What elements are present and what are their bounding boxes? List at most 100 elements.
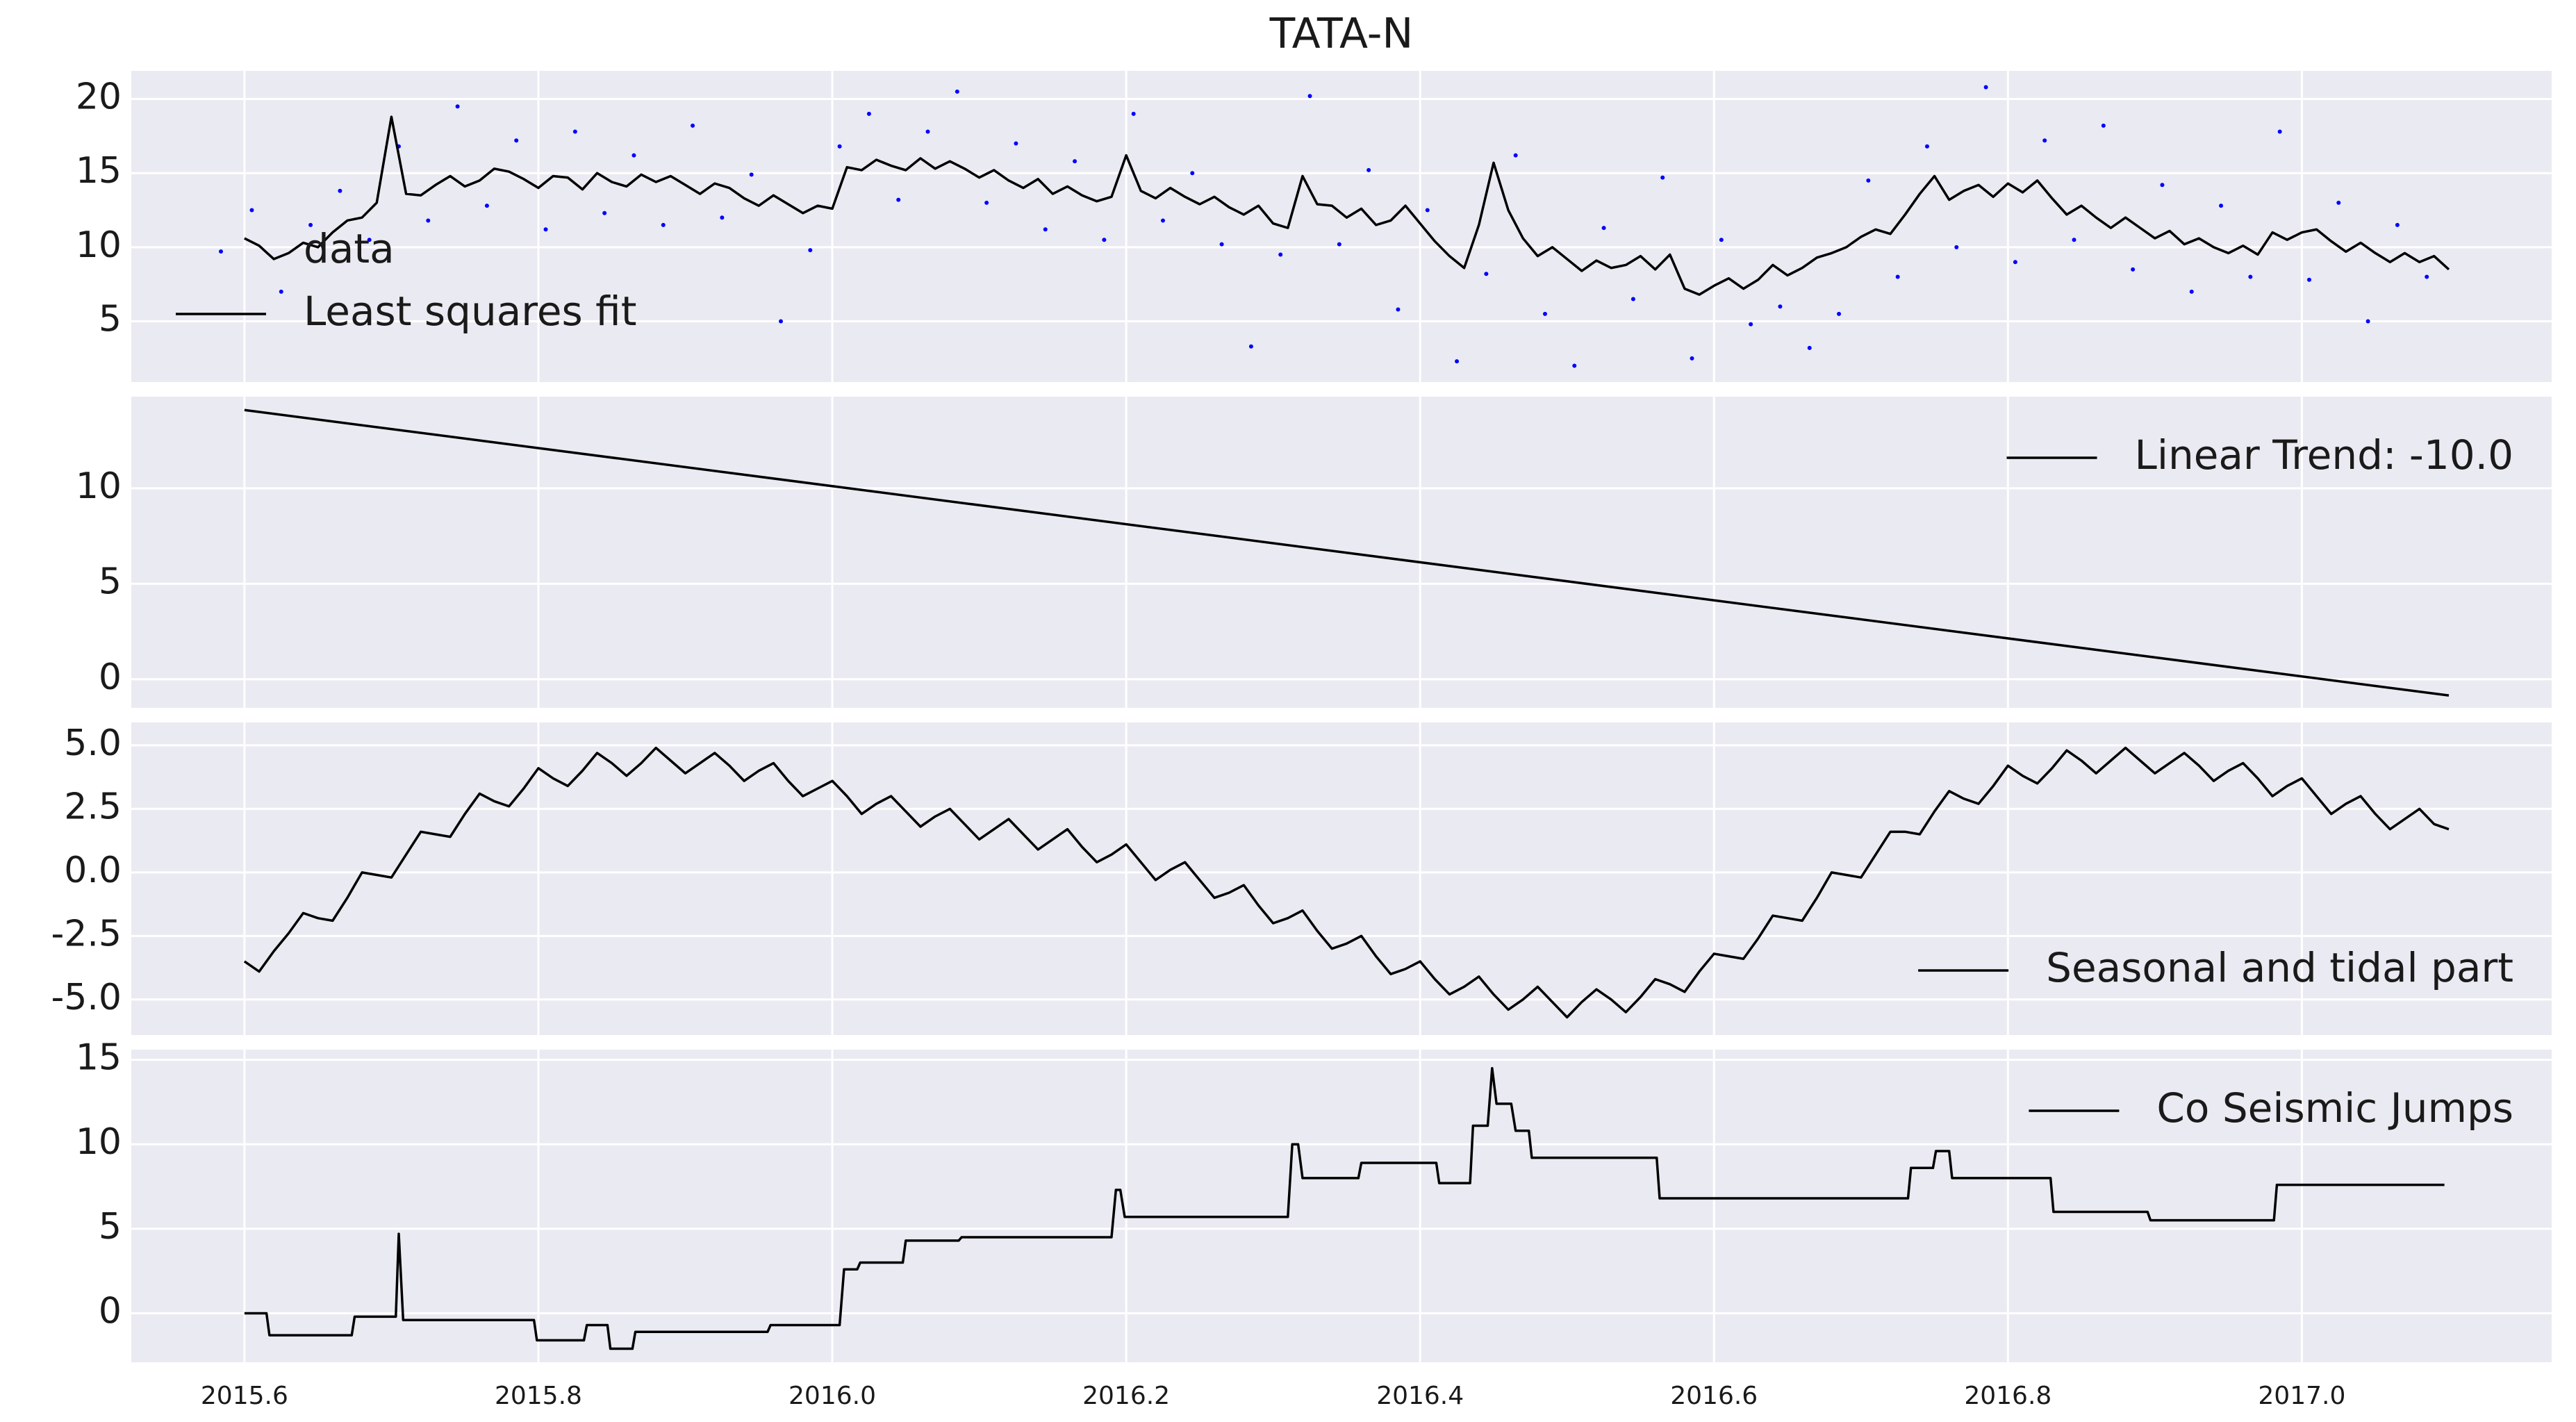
data-point [1278,252,1283,257]
data-point [808,248,813,253]
x-tick-label: 2015.8 [495,1382,582,1410]
data-point [1954,245,1959,249]
data-point [2131,267,2136,272]
x-tick-label: 2015.6 [201,1382,288,1410]
data-point [1837,311,1842,316]
data-point [2336,200,2341,205]
data-point [2248,274,2253,279]
data-point [338,188,342,193]
data-point [1572,363,1577,368]
data-point [1073,159,1078,164]
data-point [2072,238,2077,242]
data-point [2013,260,2017,265]
legend-label: Co Seismic Jumps [2156,1084,2513,1132]
data-point [2366,319,2370,324]
data-point [1983,85,1988,90]
data-point [1043,227,1048,232]
data-point [426,218,431,223]
y-tick-label: 2.5 [64,786,122,827]
data-point [1396,307,1401,312]
data-point [925,129,930,134]
y-tick-label: 5.0 [64,722,122,764]
x-tick-label: 2016.4 [1376,1382,1464,1410]
data-point [896,197,901,202]
data-point [1866,178,1871,183]
y-tick-label: 20 [76,76,122,118]
data-point [837,144,842,149]
y-tick-label: 0.0 [64,850,122,891]
plot-area [131,71,2552,382]
panel [131,1050,2552,1362]
x-tick-label: 2016.0 [789,1382,876,1410]
data-point [543,227,548,232]
data-point [1542,311,1547,316]
data-point [720,215,725,220]
data-point [1367,167,1371,172]
panel [131,397,2552,708]
data-point [1307,94,1312,99]
data-point [1337,242,1341,247]
legend-label: Linear Trend: -10.0 [2135,431,2513,479]
data-point [2277,129,2282,134]
data-point [1455,359,1460,364]
data-point [984,200,989,205]
y-tick-label: 10 [76,465,122,507]
data-point [602,210,607,215]
data-point [1425,208,1430,213]
y-tick-label: -2.5 [51,913,122,954]
data-point [1778,304,1783,309]
data-point [484,204,489,208]
data-line [243,746,2450,1019]
data-point [455,104,460,109]
y-tick-label: 10 [76,1121,122,1163]
y-tick-label: 0 [99,1290,122,1332]
y-tick-label: 15 [76,1037,122,1079]
data-point [1102,238,1107,242]
y-tick-label: 5 [99,1206,122,1248]
data-point [1719,238,1724,242]
data-point [2189,289,2194,294]
y-tick-label: -5.0 [51,977,122,1018]
data-line [244,408,2450,697]
data-point [1924,144,1929,149]
data-point [955,89,959,94]
data-point [1014,141,1018,146]
data-point [1160,218,1165,223]
data-line [244,115,2450,296]
data-point [514,138,519,143]
data-point [1219,242,1224,247]
data-point [1601,226,1606,231]
data-point [1190,171,1195,176]
panel [131,71,2552,382]
data-point [367,238,372,242]
data-point [2042,138,2047,143]
y-tick-label: 0 [99,656,122,698]
data-point [2306,277,2311,282]
data-point [691,123,695,128]
data-point [1749,322,1753,326]
data-point [249,208,254,213]
x-tick-label: 2016.8 [1964,1382,2051,1410]
data-point [1690,356,1694,361]
data-point [308,222,313,227]
y-tick-label: 5 [99,561,122,602]
x-tick-label: 2016.2 [1082,1382,1170,1410]
data-point [1513,153,1518,158]
data-point [1807,345,1812,350]
panel [131,722,2552,1035]
data-point [1630,297,1635,301]
data-point [866,111,871,116]
legend-label: Least squares fit [304,288,636,335]
data-point [749,172,754,177]
y-tick-label: 10 [76,224,122,266]
x-tick-label: 2017.0 [2258,1382,2345,1410]
data-point [631,153,636,158]
data-point [1895,274,1900,279]
data-point [2395,222,2400,227]
plot-area [131,1050,2552,1362]
y-tick-label: 5 [99,299,122,340]
data-line [244,1067,2445,1350]
data-point [2101,123,2106,128]
data-point [778,319,783,324]
